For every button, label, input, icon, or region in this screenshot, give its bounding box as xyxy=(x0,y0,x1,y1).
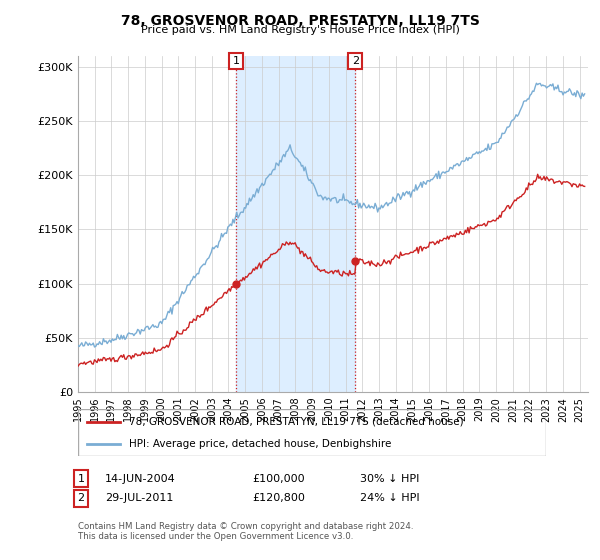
Text: 24% ↓ HPI: 24% ↓ HPI xyxy=(360,493,419,503)
Text: Price paid vs. HM Land Registry's House Price Index (HPI): Price paid vs. HM Land Registry's House … xyxy=(140,25,460,35)
Text: £100,000: £100,000 xyxy=(252,474,305,484)
Text: £120,800: £120,800 xyxy=(252,493,305,503)
Text: 78, GROSVENOR ROAD, PRESTATYN, LL19 7TS (detached house): 78, GROSVENOR ROAD, PRESTATYN, LL19 7TS … xyxy=(130,417,464,427)
Text: HPI: Average price, detached house, Denbighshire: HPI: Average price, detached house, Denb… xyxy=(130,438,392,449)
Text: 78, GROSVENOR ROAD, PRESTATYN, LL19 7TS: 78, GROSVENOR ROAD, PRESTATYN, LL19 7TS xyxy=(121,14,479,28)
Text: 2: 2 xyxy=(352,56,359,66)
Text: 1: 1 xyxy=(77,474,85,484)
Text: Contains HM Land Registry data © Crown copyright and database right 2024.
This d: Contains HM Land Registry data © Crown c… xyxy=(78,522,413,542)
Text: 29-JUL-2011: 29-JUL-2011 xyxy=(105,493,173,503)
Text: 30% ↓ HPI: 30% ↓ HPI xyxy=(360,474,419,484)
Bar xyxy=(236,56,355,392)
Text: 2: 2 xyxy=(77,493,85,503)
Text: 14-JUN-2004: 14-JUN-2004 xyxy=(105,474,176,484)
Text: 1: 1 xyxy=(233,56,239,66)
